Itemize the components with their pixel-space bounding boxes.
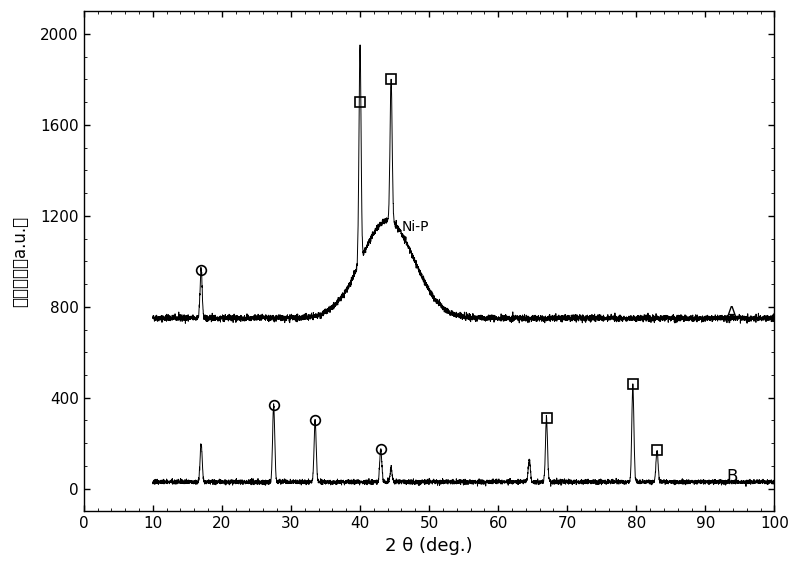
Text: Ni-P: Ni-P xyxy=(402,220,429,234)
Y-axis label: 相对强度（a.u.）: 相对强度（a.u.） xyxy=(11,216,29,307)
X-axis label: 2 θ (deg.): 2 θ (deg.) xyxy=(386,537,473,555)
Text: B: B xyxy=(726,468,738,486)
Text: A: A xyxy=(726,305,738,323)
